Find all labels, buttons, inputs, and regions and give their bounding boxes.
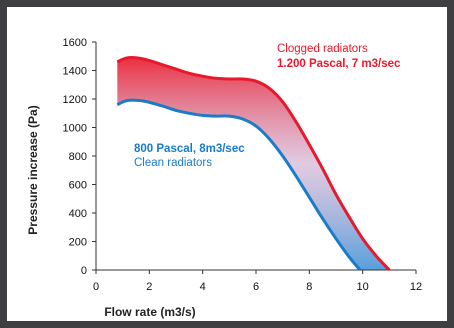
- y-tick-label: 1600: [63, 37, 87, 49]
- y-tick-label: 800: [69, 151, 87, 163]
- y-tick-label: 400: [69, 208, 87, 220]
- y-tick-label: 1400: [63, 66, 87, 78]
- y-tick-label: 0: [81, 265, 87, 277]
- x-axis-title: Flow rate (m3/s): [104, 305, 195, 319]
- y-tick-label: 1200: [63, 94, 87, 106]
- x-tick-label: 2: [146, 281, 152, 293]
- x-tick-label: 8: [306, 281, 312, 293]
- y-axis-ticks: 0 200 400 600 800 1000 1200 1400 1600: [63, 37, 96, 277]
- annotation-clean-value: 800 Pascal, 8m3/sec: [134, 143, 245, 155]
- x-tick-label: 6: [253, 281, 259, 293]
- y-axis-title: Pressure increase (Pa): [26, 105, 40, 234]
- annotation-clean-label: Clean radiators: [134, 157, 212, 169]
- x-tick-label: 12: [410, 281, 422, 293]
- y-tick-label: 600: [69, 180, 87, 192]
- x-tick-label: 0: [93, 281, 99, 293]
- x-tick-label: 4: [200, 281, 206, 293]
- annotation-clogged-value: 1.200 Pascal, 7 m3/sec: [277, 58, 401, 70]
- y-tick-label: 1000: [63, 123, 87, 135]
- y-tick-label: 200: [69, 237, 87, 249]
- x-axis-ticks: 0 2 4 6 8 10 12: [93, 270, 422, 293]
- annotation-clogged-label: Clogged radiators: [277, 43, 368, 55]
- x-tick-label: 10: [357, 281, 369, 293]
